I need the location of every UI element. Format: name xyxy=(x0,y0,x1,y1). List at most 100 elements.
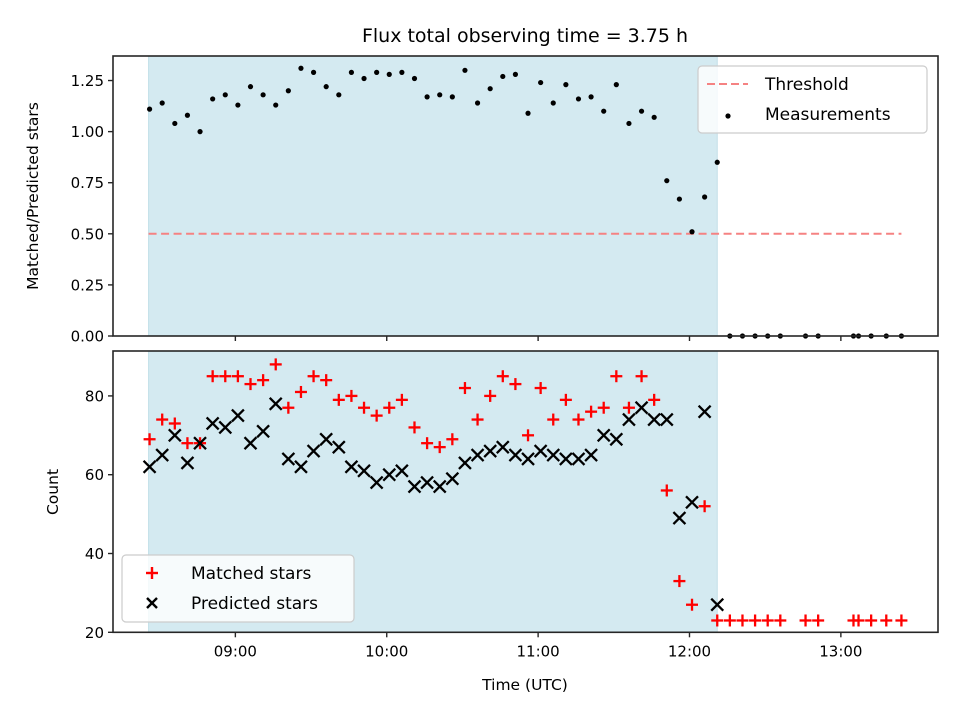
predicted-star-marker xyxy=(218,420,233,435)
predicted-star-marker xyxy=(180,456,195,470)
measurement-point xyxy=(336,92,342,98)
matched-star-marker xyxy=(660,484,673,497)
measurement-point xyxy=(601,108,607,114)
measurement-point xyxy=(235,102,241,108)
legend-matched-swatch xyxy=(146,567,158,579)
top-y-tick-label: 1.25 xyxy=(71,72,104,90)
measurement-point xyxy=(626,120,632,127)
bottom-y-tick-label: 20 xyxy=(85,624,104,642)
measurement-point xyxy=(197,129,203,135)
predicted-star-marker xyxy=(571,452,586,466)
predicted-star-marker xyxy=(533,444,548,458)
bottom-panel: 20 40 60 80 09:00 10:00 11:00 12:00 13:00 Count… xyxy=(44,350,939,694)
measurement-point xyxy=(222,92,228,98)
predicted-star-marker xyxy=(331,440,346,454)
matched-stars-points xyxy=(143,358,908,627)
top-x-ticks xyxy=(234,336,842,341)
predicted-star-marker xyxy=(155,448,170,462)
bottom-x-ticks: 09:00 10:00 11:00 12:00 13:00 xyxy=(214,632,862,660)
measurement-point xyxy=(575,96,582,102)
legend-predicted-swatch xyxy=(146,597,158,609)
matched-star-marker xyxy=(812,614,825,627)
predicted-star-marker xyxy=(306,444,321,458)
predicted-star-marker xyxy=(697,404,712,419)
matched-star-marker xyxy=(294,385,307,398)
matched-star-marker xyxy=(496,370,509,383)
predicted-star-marker xyxy=(281,452,296,466)
bottom-x-tick-label: 09:00 xyxy=(214,642,257,660)
predicted-star-marker xyxy=(243,436,258,451)
matched-star-marker xyxy=(723,614,736,627)
matched-star-marker xyxy=(509,378,522,391)
bottom-y-ticks: 20 40 60 80 xyxy=(85,387,113,642)
legend-measurement-swatch xyxy=(725,113,731,119)
top-y-tick-label: 0.75 xyxy=(71,174,104,192)
bottom-x-tick-label: 10:00 xyxy=(365,642,408,660)
matched-star-marker xyxy=(522,429,535,442)
matched-star-marker xyxy=(534,382,547,395)
matched-star-marker xyxy=(143,433,156,446)
predicted-star-marker xyxy=(508,448,523,462)
predicted-star-marker xyxy=(193,436,207,451)
measurement-point xyxy=(651,114,657,120)
matched-star-marker xyxy=(761,614,774,627)
predicted-star-marker xyxy=(685,495,699,510)
legend-matched-label: Matched stars xyxy=(191,564,311,584)
measurement-point xyxy=(588,94,594,100)
measurement-point xyxy=(386,71,392,77)
bottom-x-tick-label: 12:00 xyxy=(668,642,711,660)
measurement-point xyxy=(474,100,481,106)
measurement-point xyxy=(172,120,178,127)
measurement-point xyxy=(424,94,430,100)
matched-star-marker xyxy=(852,614,865,627)
measurement-point xyxy=(664,178,670,184)
bottom-legend-box xyxy=(121,554,355,623)
measurement-point xyxy=(260,92,266,98)
measurement-points xyxy=(146,65,905,339)
matched-star-marker xyxy=(282,401,295,414)
matched-star-marker xyxy=(168,417,181,430)
measurement-point xyxy=(210,96,216,102)
matched-star-marker xyxy=(231,370,244,383)
measurement-point xyxy=(689,229,695,235)
measurement-point xyxy=(714,159,720,165)
predicted-star-marker xyxy=(609,432,624,447)
measurement-point xyxy=(159,100,165,106)
matched-star-marker xyxy=(610,370,623,383)
matched-star-marker xyxy=(408,421,421,434)
measurement-point xyxy=(550,100,556,106)
predicted-star-marker xyxy=(395,463,409,478)
top-legend-box xyxy=(697,65,928,134)
measurement-point xyxy=(702,194,708,200)
matched-star-marker xyxy=(269,358,282,371)
matched-star-marker xyxy=(383,401,396,414)
legend-measurements-label: Measurements xyxy=(765,105,891,125)
measurement-point xyxy=(247,84,254,90)
predicted-star-marker xyxy=(584,448,598,462)
chart-title: Flux total observing time = 3.75 h xyxy=(362,25,688,47)
matched-star-marker xyxy=(484,389,497,402)
predicted-star-marker xyxy=(231,408,245,423)
legend-predicted-label: Predicted stars xyxy=(191,594,318,614)
predicted-star-marker xyxy=(369,475,384,490)
top-y-tick-label: 1.00 xyxy=(71,123,104,141)
predicted-star-marker xyxy=(596,428,611,443)
matched-star-marker xyxy=(332,393,345,406)
measurement-point xyxy=(437,92,443,98)
bottom-y-axis-label: Count xyxy=(44,469,62,515)
measurement-point xyxy=(525,110,531,116)
measurement-point xyxy=(538,79,544,86)
predicted-star-marker xyxy=(344,460,359,474)
matched-star-marker xyxy=(320,374,333,387)
matched-star-marker xyxy=(219,370,232,383)
top-panel: 0.00 0.25 0.50 0.75 1.00 1.25 Matched/Predict… xyxy=(24,55,939,346)
predicted-star-marker xyxy=(458,456,472,470)
measurement-point xyxy=(310,69,317,75)
legend-threshold-label: Threshold xyxy=(764,75,849,95)
measurement-point xyxy=(462,67,468,73)
predicted-star-marker xyxy=(445,471,460,486)
matched-star-marker xyxy=(244,378,257,391)
bottom-x-tick-label: 11:00 xyxy=(516,642,559,660)
predicted-star-marker xyxy=(483,444,497,458)
matched-star-marker xyxy=(206,370,219,383)
